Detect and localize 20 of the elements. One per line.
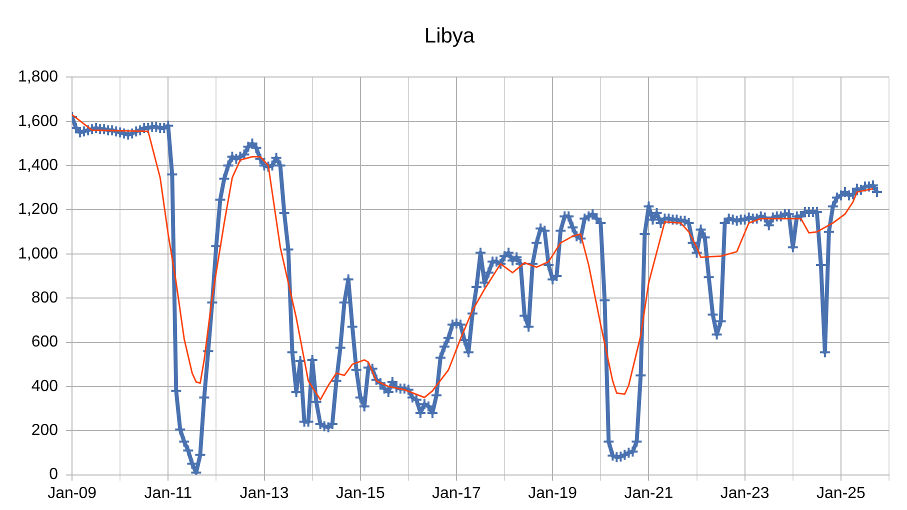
y-tick-label: 1,000 xyxy=(18,245,58,262)
chart-title: Libya xyxy=(424,24,475,48)
x-tick-label: Jan-09 xyxy=(48,484,97,502)
x-tick-label: Jan-11 xyxy=(144,484,192,502)
y-tick-label: 800 xyxy=(31,289,58,306)
x-tick-label: Jan-25 xyxy=(816,484,866,502)
y-tick-label: 600 xyxy=(31,334,58,351)
y-tick-label: 1,600 xyxy=(18,112,58,130)
y-tick-label: 1,200 xyxy=(18,201,58,218)
x-tick-label: Jan-21 xyxy=(624,484,674,502)
x-tick-label: Jan-17 xyxy=(432,484,482,502)
y-tick-label: 1,400 xyxy=(18,156,58,174)
x-tick-label: Jan-19 xyxy=(528,484,578,502)
y-tick-label: 1,800 xyxy=(18,68,58,86)
y-tick-label: 400 xyxy=(31,378,58,395)
y-tick-label: 200 xyxy=(31,422,58,440)
x-tick-label: Jan-23 xyxy=(720,484,770,502)
x-tick-label: Jan-13 xyxy=(240,484,289,502)
y-tick-label: 0 xyxy=(49,466,58,484)
x-tick-label: Jan-15 xyxy=(336,484,385,502)
